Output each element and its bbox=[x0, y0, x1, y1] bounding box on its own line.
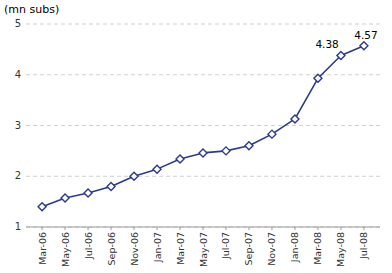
x-tick-label: May-06 bbox=[60, 232, 71, 267]
marker bbox=[222, 147, 230, 155]
marker bbox=[291, 115, 299, 123]
y-tick-label: 5 bbox=[15, 18, 21, 29]
annotations: 4.38 4.57 bbox=[315, 29, 377, 51]
x-tick-label: Jul-07 bbox=[220, 232, 231, 260]
x-tick-label: Sep-06 bbox=[106, 232, 117, 265]
grid-line bbox=[26, 125, 380, 126]
x-tick bbox=[248, 227, 249, 230]
marker bbox=[199, 149, 207, 157]
y-tick-label: 4 bbox=[15, 69, 21, 80]
x-tick bbox=[294, 227, 295, 230]
marker bbox=[268, 130, 276, 138]
x-tick bbox=[111, 227, 112, 230]
grid-line bbox=[26, 176, 380, 177]
marker bbox=[38, 203, 46, 211]
x-tick bbox=[317, 227, 318, 230]
y-axis: 1 2 3 4 5 bbox=[15, 18, 21, 232]
y-tick-label: 3 bbox=[15, 120, 21, 131]
chart-container: 1 2 3 4 5 Mar-06 May-06 Jul-06 Sep-06 Nov-06 Jan-0… bbox=[0, 0, 392, 273]
x-tick bbox=[88, 227, 89, 230]
marker bbox=[176, 155, 184, 163]
x-tick bbox=[180, 227, 181, 230]
marker bbox=[245, 142, 253, 150]
plot-area bbox=[38, 42, 368, 211]
y-tick-label: 1 bbox=[15, 221, 21, 232]
x-tick-label: Jul-08 bbox=[358, 232, 369, 260]
x-tick-label: May-07 bbox=[198, 232, 209, 267]
x-tick-label: Nov-07 bbox=[266, 232, 277, 266]
x-tick bbox=[340, 227, 341, 230]
marker bbox=[84, 189, 92, 197]
x-tick-label: Jan-08 bbox=[289, 232, 300, 263]
x-tick-label: Jan-07 bbox=[152, 232, 163, 263]
x-tick bbox=[203, 227, 204, 230]
y-axis-label: (mn subs) bbox=[4, 3, 59, 16]
annotation: 4.38 bbox=[315, 38, 338, 50]
y-tick-label: 2 bbox=[15, 170, 21, 181]
marker bbox=[360, 42, 368, 50]
x-tick-label: Sep-07 bbox=[243, 232, 254, 265]
grid-line bbox=[26, 24, 380, 25]
x-axis: Mar-06 May-06 Jul-06 Sep-06 Nov-06 Jan-07 Mar-… bbox=[26, 227, 380, 267]
marker bbox=[107, 182, 115, 190]
x-tick-label: Jul-06 bbox=[83, 232, 94, 260]
marker bbox=[337, 51, 345, 59]
line bbox=[42, 46, 364, 207]
chart: 1 2 3 4 5 Mar-06 May-06 Jul-06 Sep-06 Nov-06 Jan-0… bbox=[0, 0, 392, 273]
x-tick bbox=[65, 227, 66, 230]
x-tick bbox=[42, 227, 43, 230]
x-tick bbox=[271, 227, 272, 230]
x-tick bbox=[225, 227, 226, 230]
x-tick-label: Mar-08 bbox=[312, 232, 323, 265]
marker bbox=[61, 194, 69, 202]
grid bbox=[26, 24, 380, 227]
x-tick bbox=[363, 227, 364, 230]
x-tick-label: Mar-07 bbox=[175, 232, 186, 265]
x-tick bbox=[157, 227, 158, 230]
marker bbox=[153, 165, 161, 173]
grid-line bbox=[26, 74, 380, 75]
x-tick-label: Nov-06 bbox=[129, 232, 140, 266]
marker bbox=[130, 172, 138, 180]
x-tick bbox=[134, 227, 135, 230]
x-tick-label: May-08 bbox=[335, 232, 346, 267]
marker bbox=[314, 74, 322, 82]
annotation: 4.57 bbox=[354, 29, 377, 41]
x-tick-label: Mar-06 bbox=[37, 232, 48, 265]
